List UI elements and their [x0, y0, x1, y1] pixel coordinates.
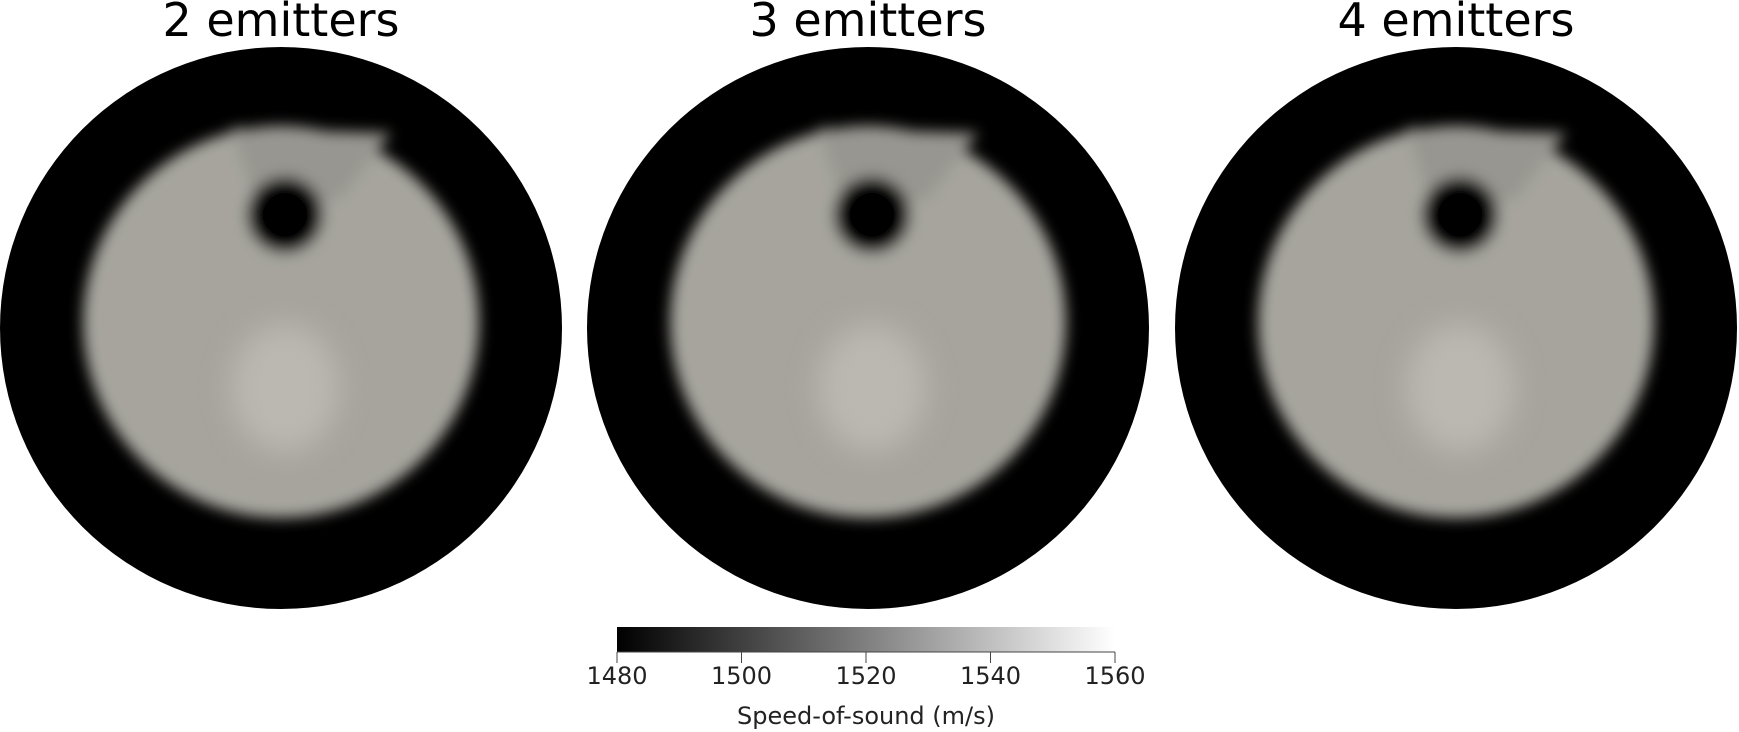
phantom-inclusion: [231, 324, 339, 452]
phantom-hole: [834, 177, 910, 253]
phantom-hole: [1422, 177, 1498, 253]
panel-title: 2 emitters: [162, 0, 399, 47]
phantom: [83, 126, 479, 518]
phantom-inclusion: [818, 324, 926, 452]
panel: 4 emitters: [1175, 0, 1737, 609]
panel-title: 3 emitters: [749, 0, 986, 47]
phantom: [1258, 126, 1654, 518]
colorbar-tick-label: 1560: [1084, 662, 1145, 690]
colorbar-tick-label: 1480: [586, 662, 647, 690]
colorbar-gradient: [617, 627, 1115, 652]
panel: 3 emitters: [587, 0, 1149, 609]
colorbar-tick-label: 1500: [711, 662, 772, 690]
panel-title: 4 emitters: [1337, 0, 1574, 47]
colorbar-label: Speed-of-sound (m/s): [737, 702, 995, 730]
phantom: [670, 126, 1066, 518]
phantom-hole: [247, 177, 323, 253]
phantom-body: [1258, 126, 1654, 518]
panels: 2 emitters 3 emitters 4 emitters: [0, 0, 1737, 609]
panel: 2 emitters: [0, 0, 562, 609]
colorbar: Speed-of-sound (m/s) 1480 1500 1520 1540 156…: [586, 627, 1146, 730]
colorbar-tick-label: 1540: [960, 662, 1021, 690]
colorbar-tick-label: 1520: [835, 662, 896, 690]
phantom-body: [83, 126, 479, 518]
phantom-inclusion: [1406, 324, 1514, 452]
phantom-body: [670, 126, 1066, 518]
